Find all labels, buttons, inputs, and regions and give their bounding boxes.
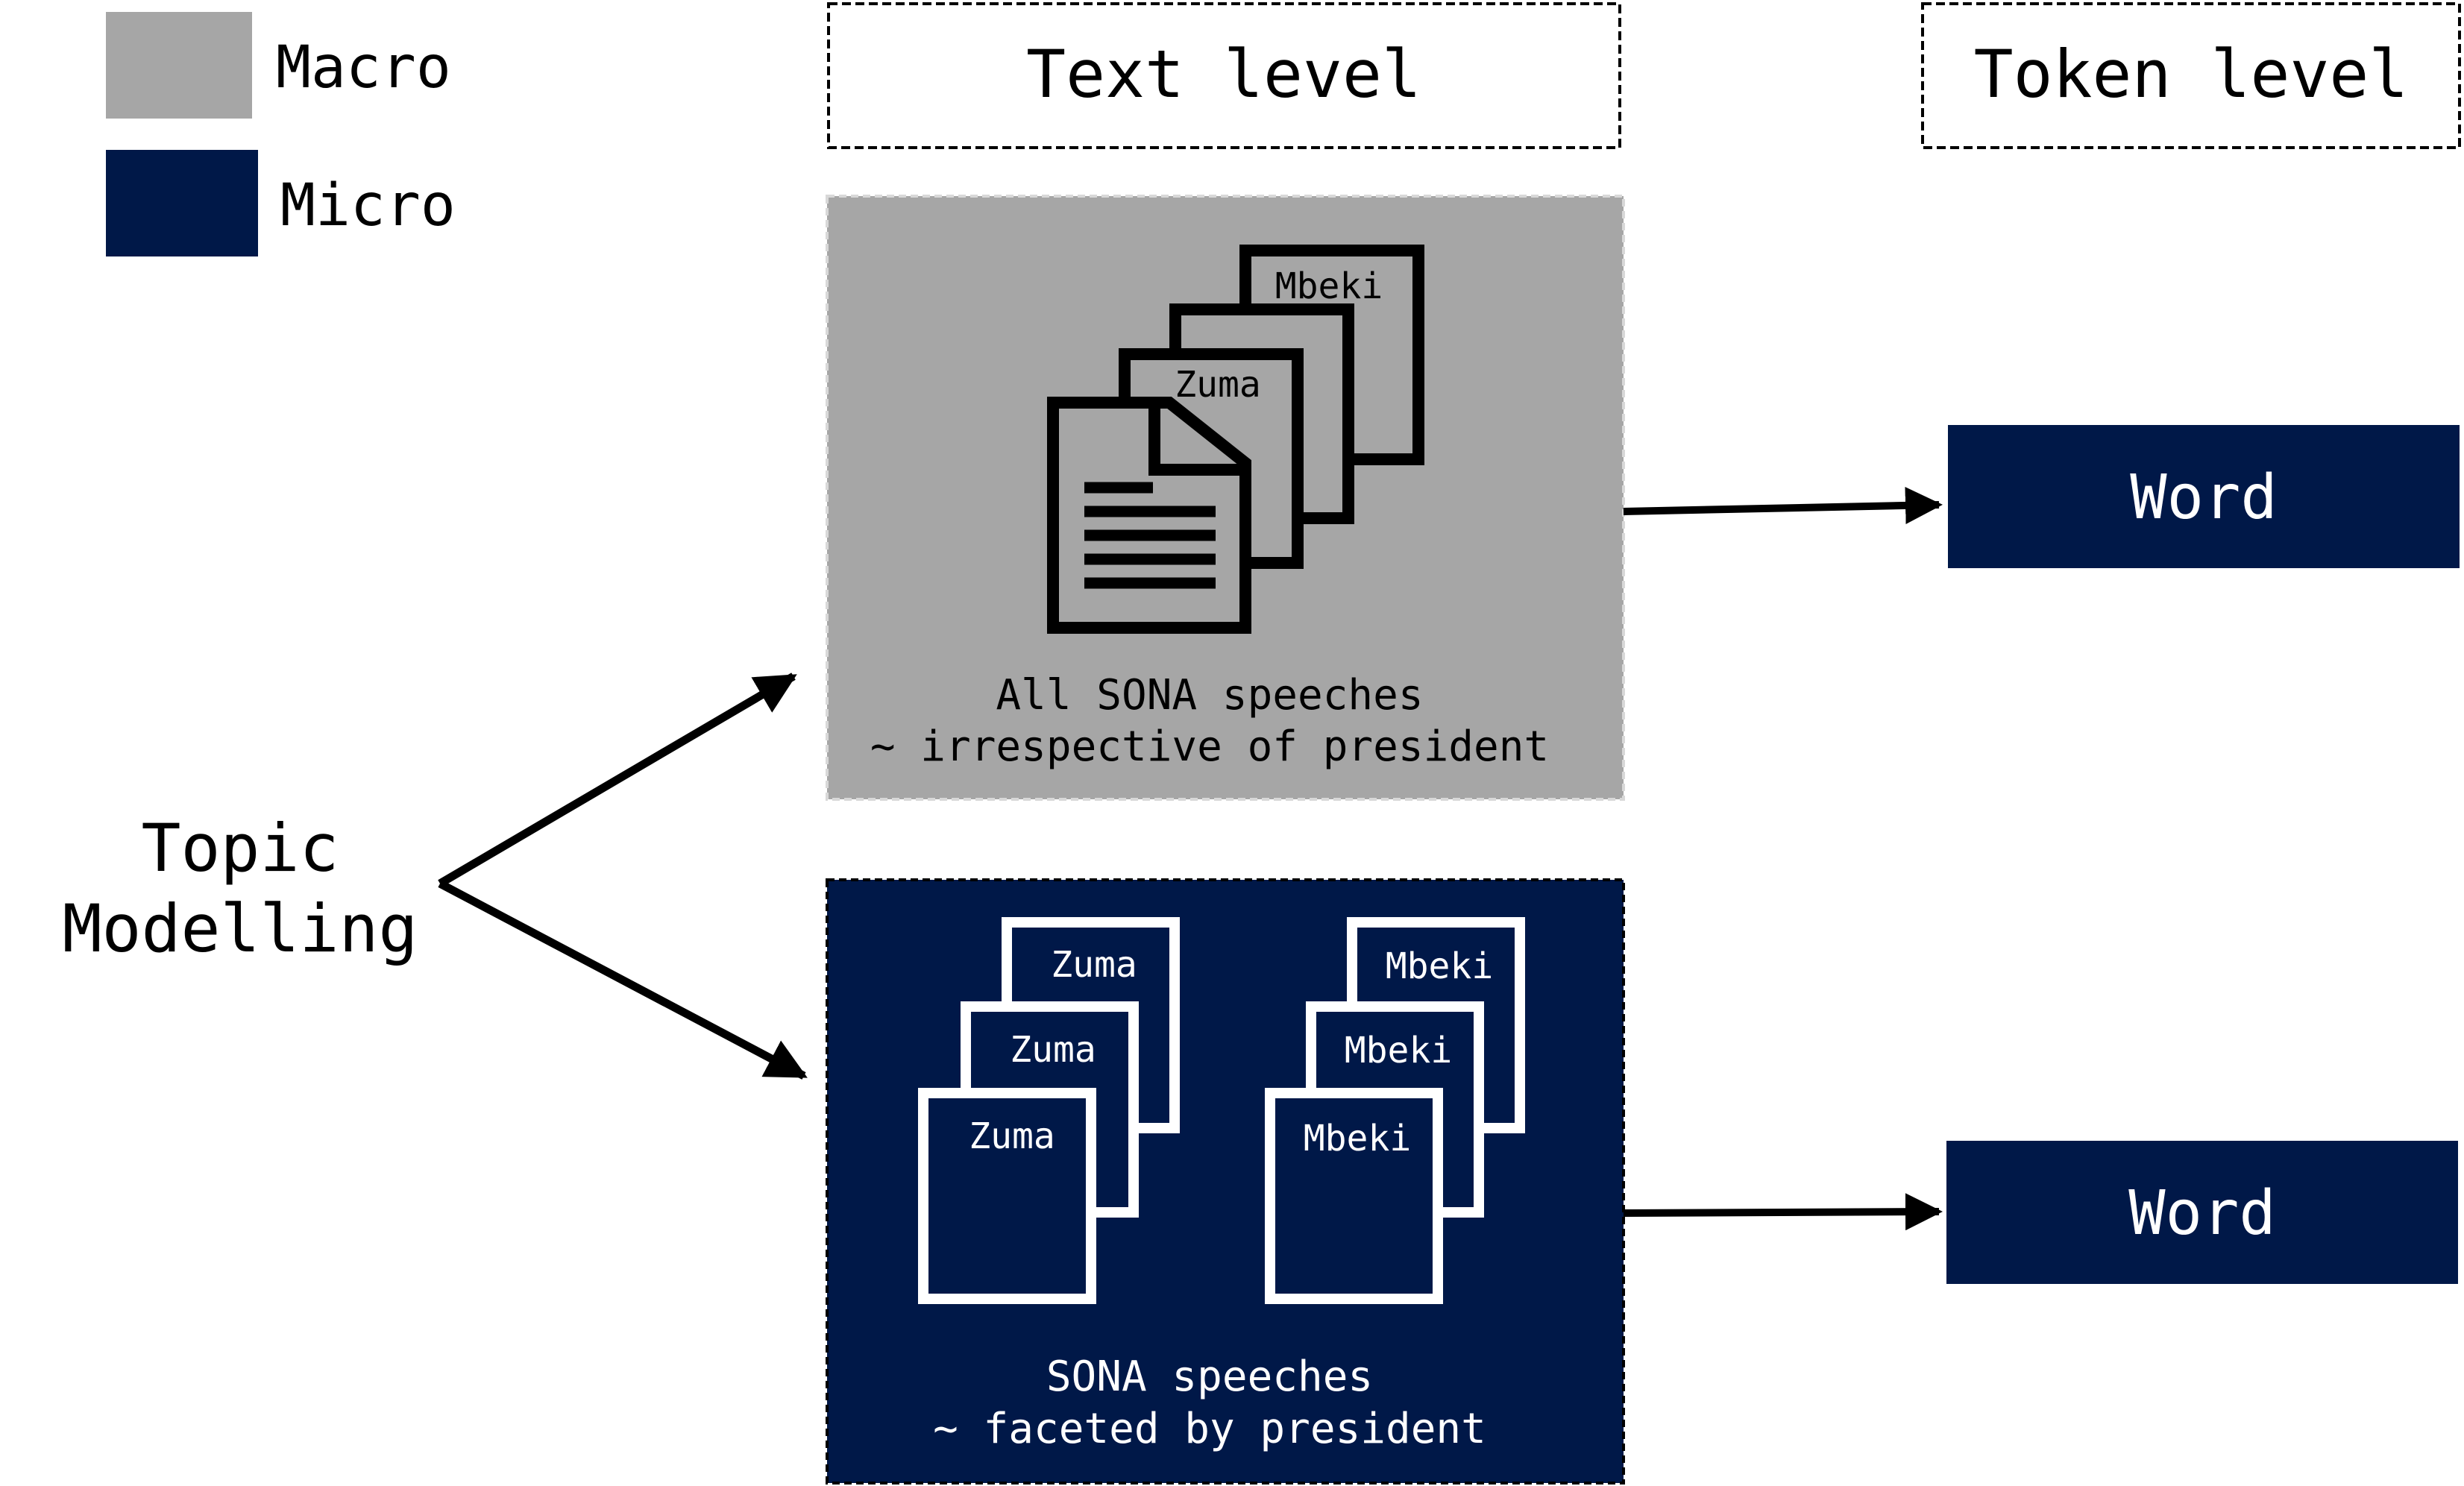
arrow-micro-to-word-icon [1623,1193,1943,1231]
zuma-doc-front [918,1088,1096,1304]
token-level-boxes: Word Word [1946,425,2460,1284]
topic-modelling-line1: Topic [142,810,339,887]
micro-word-box [1946,1141,2458,1284]
token-arrows [1623,486,1943,1231]
macro-text-level-box: Mbeki Zuma All SONA speeches ~ irrespect… [826,195,1625,801]
legend-macro-label: Macro [276,34,451,101]
micro-caption-line1: SONA speeches [1046,1353,1373,1401]
macro-word-label: Word [2130,462,2277,533]
macro-caption-line2: ~ irrespective of president [870,722,1549,771]
zuma-doc-label-3: Zuma [969,1115,1055,1157]
micro-word-label: Word [2128,1178,2275,1249]
arrow-macro-to-word-icon [1623,486,1943,524]
legend-micro-swatch [106,150,258,256]
zuma-doc-label-1: Zuma [1051,944,1137,986]
mbeki-doc-label-1: Mbeki [1386,945,1494,987]
zuma-doc-label-2: Zuma [1010,1029,1096,1071]
macro-caption-line1: All SONA speeches [996,671,1423,720]
branch-arrows [438,673,808,1080]
arrow-to-macro-icon [438,673,797,887]
macro-word-box [1948,425,2460,568]
legend-macro-swatch [106,12,252,119]
micro-text-level-box: Zuma Zuma Zuma Mbeki Mbeki Mbeki SONA sp… [826,878,1625,1485]
document-fold-corner [1148,403,1245,476]
zuma-document-stack-icon: Zuma Zuma Zuma [918,917,1180,1304]
arrow-to-micro-icon [438,880,808,1080]
document-stack-icon: Mbeki Zuma [1047,245,1424,634]
mbeki-doc-label-3: Mbeki [1304,1118,1412,1159]
macro-doc-label-zuma: Zuma [1175,364,1261,406]
column-headers: Text level Token level [827,2,2461,149]
legend: Macro Micro [106,12,456,256]
mbeki-doc-label-2: Mbeki [1345,1030,1453,1071]
topic-modelling-label: Topic Modelling [63,810,418,967]
text-level-header: Text level [1026,36,1421,113]
macro-doc-label-mbeki: Mbeki [1275,265,1383,307]
token-level-header: Token level [1974,36,2409,113]
text-level-header-box [827,2,1621,149]
token-level-header-box [1921,2,2461,149]
legend-micro-label: Micro [280,172,456,239]
topic-modelling-line2: Modelling [63,890,418,967]
micro-caption-line2: ~ faceted by president [933,1405,1486,1453]
mbeki-document-stack-icon: Mbeki Mbeki Mbeki [1265,917,1525,1304]
mbeki-doc-front [1265,1088,1443,1304]
